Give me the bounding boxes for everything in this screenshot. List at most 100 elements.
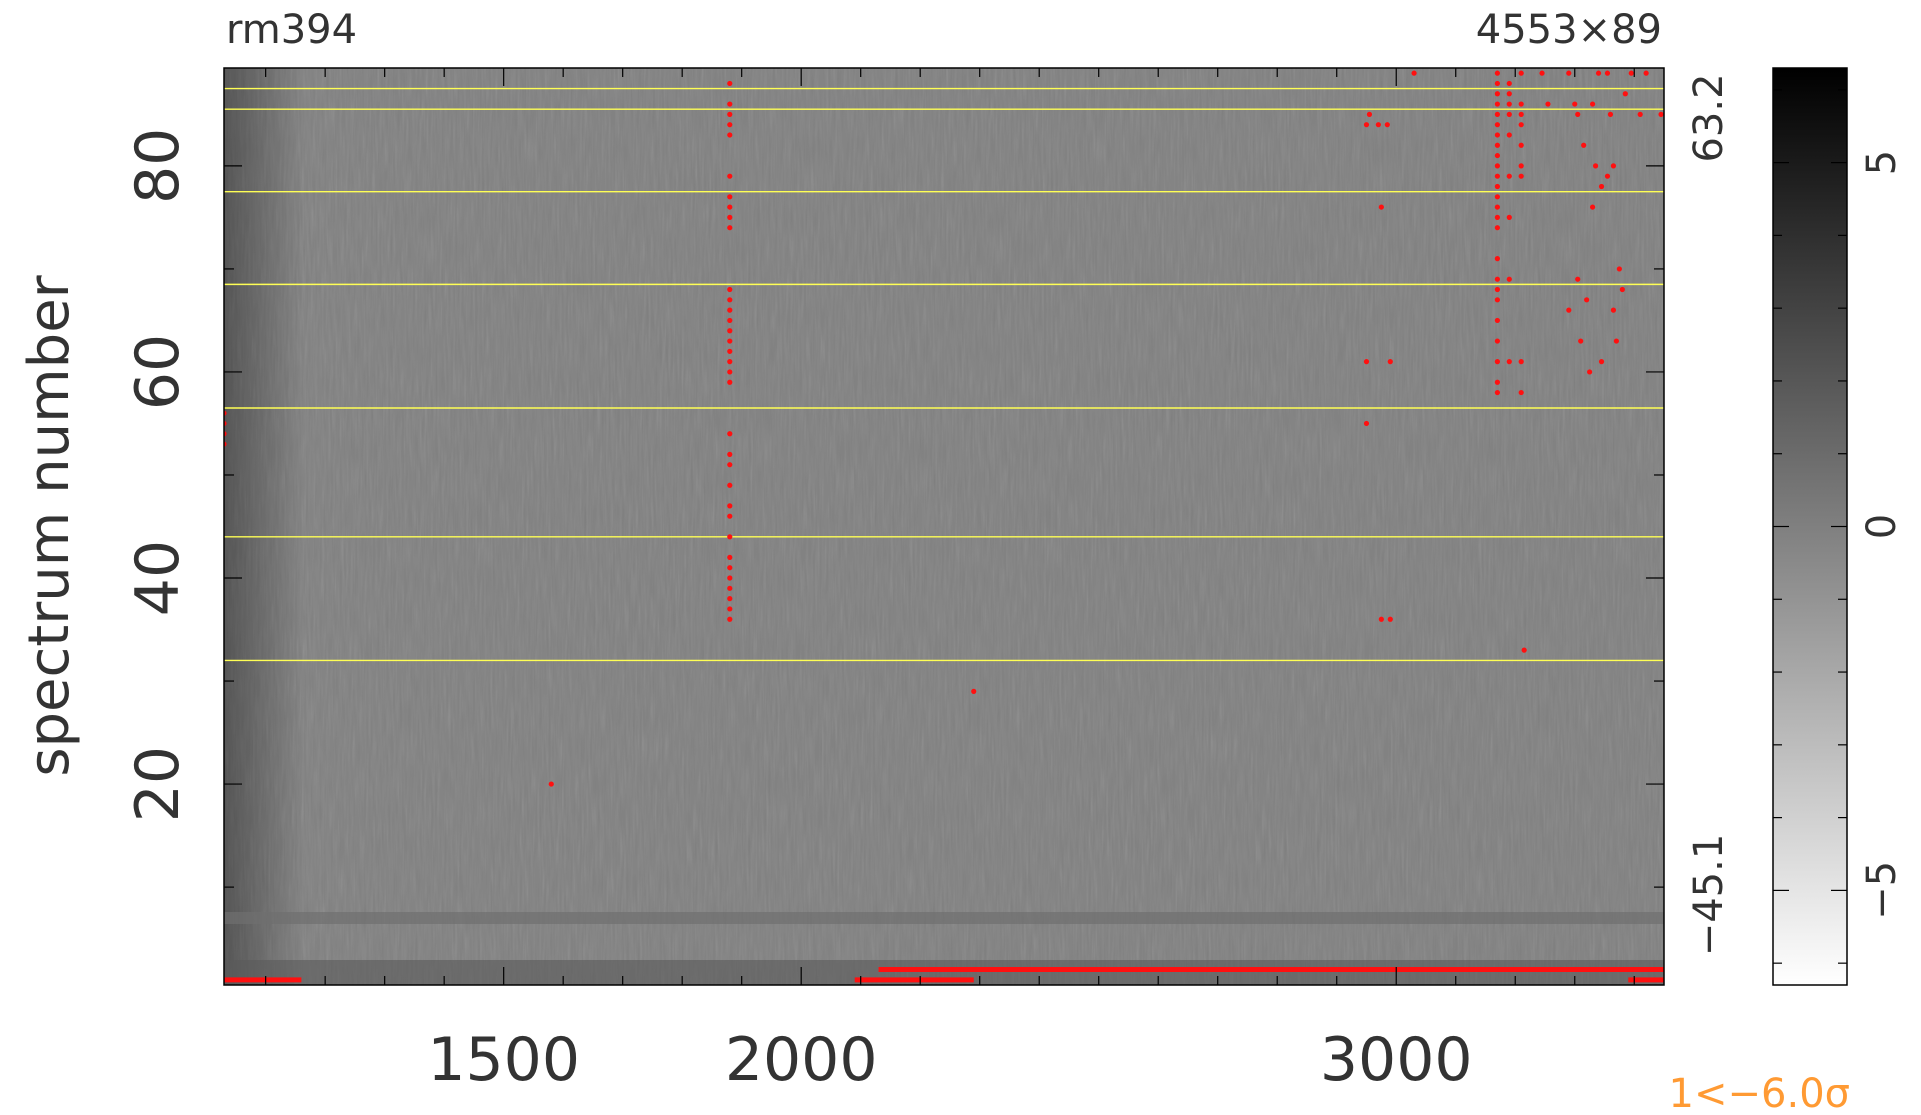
axis-ticks xyxy=(224,68,1664,985)
masked-pixel-marker xyxy=(1506,173,1512,179)
masked-pixel-marker xyxy=(1506,359,1512,365)
masked-pixel-marker xyxy=(1494,359,1500,365)
masked-pixel-marker xyxy=(1619,286,1625,293)
data-max-label: 63.2 xyxy=(1686,73,1732,162)
colorbar-tick-label: 0 xyxy=(1859,514,1905,539)
masked-pixel-marker xyxy=(1375,122,1381,128)
y-tick-label: 60 xyxy=(123,334,193,410)
masked-pixel-marker xyxy=(1494,225,1500,231)
masked-pixel-marker xyxy=(1363,122,1370,128)
x-tick-label: 1500 xyxy=(427,1025,580,1095)
masked-pixel-marker xyxy=(1363,359,1370,365)
masked-pixel-marker xyxy=(1494,194,1500,200)
masked-pixel-marker xyxy=(1494,276,1500,282)
x-tick-label: 2000 xyxy=(725,1025,878,1095)
masked-pixel-marker xyxy=(727,554,733,561)
masked-pixel-marker xyxy=(1575,111,1581,117)
masked-pixel-marker xyxy=(727,534,733,540)
masked-pixel-marker xyxy=(1637,111,1643,117)
masked-pixel-marker xyxy=(727,132,733,138)
masked-pixel-marker xyxy=(1384,122,1390,128)
masked-pixel-marker xyxy=(1411,70,1417,76)
masked-pixel-marker xyxy=(727,575,733,581)
masked-pixel-marker xyxy=(727,503,733,509)
masked-pixel-marker xyxy=(1494,389,1500,396)
masked-pixel-marker xyxy=(727,307,733,313)
masked-pixel-marker xyxy=(1494,173,1500,179)
masked-pixel-marker xyxy=(1598,359,1605,365)
masked-pixel-marker xyxy=(727,173,733,179)
masked-pixel-marker xyxy=(1387,359,1393,365)
masked-pixel-marker xyxy=(727,317,733,324)
masked-pixel-marker xyxy=(1566,307,1572,313)
masked-pixel-marker xyxy=(727,513,733,519)
masked-pixel-marker xyxy=(1494,297,1500,303)
masked-pixel-marker xyxy=(1539,70,1545,76)
x-tick-labels: 1500 2000 3000 xyxy=(427,1025,1472,1095)
masked-pixel-marker xyxy=(1494,214,1500,220)
masked-pixel-marker xyxy=(1545,101,1551,107)
y-tick-label: 80 xyxy=(123,128,193,204)
masked-pixel-marker xyxy=(727,297,733,303)
footnote-label: 1<−6.0σ xyxy=(1669,1071,1850,1115)
masked-pixel-marker xyxy=(1587,369,1593,375)
masked-pixel-marker xyxy=(1595,70,1602,76)
masked-pixel-marker xyxy=(727,451,733,457)
masked-pixel-marker xyxy=(1494,286,1500,293)
masked-pixel-marker xyxy=(1494,91,1500,97)
y-tick-labels: 20 40 60 80 xyxy=(123,128,193,823)
masked-pixel-marker xyxy=(1506,276,1512,282)
masked-pixel-marker xyxy=(727,565,733,571)
masked-pixel-marker xyxy=(727,111,733,117)
masked-pixel-marker xyxy=(1604,173,1611,179)
masked-pixel-marker xyxy=(727,225,733,231)
masked-pixel-marker xyxy=(1643,70,1649,76)
masked-pixel-marker xyxy=(727,338,733,344)
masked-pixel-marker xyxy=(1494,183,1500,190)
masked-pixel-marker xyxy=(548,781,554,787)
masked-pixel-marker xyxy=(727,585,733,591)
masked-pixel-marker xyxy=(1494,163,1500,169)
masked-pixel-marker xyxy=(1506,132,1512,138)
masked-pixel-marker xyxy=(727,359,733,365)
masked-pixel-marker xyxy=(1378,204,1384,210)
masked-pixel-marker xyxy=(1494,152,1500,159)
masked-pixel-marker xyxy=(1518,359,1524,365)
masked-pixel-marker xyxy=(1494,379,1500,385)
masked-pixel-marker xyxy=(1628,70,1634,76)
fiber-group-boundaries xyxy=(224,87,1664,662)
masked-pixel-marker xyxy=(1518,101,1524,107)
masked-pixel-marker xyxy=(727,348,733,354)
masked-pixel-marker xyxy=(1584,297,1590,303)
masked-pixel-marker xyxy=(1494,80,1500,87)
masked-pixel-marker xyxy=(1378,616,1384,622)
chart-title-right: 4553×89 xyxy=(1476,7,1662,53)
masked-pixel-marker xyxy=(727,596,733,602)
masked-pixel-marker xyxy=(1494,70,1500,76)
masked-pixel-marker xyxy=(1575,276,1581,282)
masked-pixel-marker xyxy=(727,379,733,385)
masked-pixel-marker xyxy=(1494,132,1500,138)
masked-pixel-marker xyxy=(1589,204,1596,210)
x-tick-label: 3000 xyxy=(1320,1025,1473,1095)
colorbar-tick-label: −5 xyxy=(1859,861,1905,920)
masked-pixel-marker xyxy=(1506,80,1512,87)
masked-pixel-marker xyxy=(727,616,733,622)
y-tick-label: 20 xyxy=(123,746,193,822)
masked-pixel-marker xyxy=(1622,91,1628,97)
masked-pixel-marker xyxy=(1581,142,1587,148)
masked-pixel-marker xyxy=(1506,101,1512,107)
masked-pixel-marker xyxy=(1494,111,1500,117)
masked-pixel-marker xyxy=(1518,173,1524,179)
masked-pixel-marker xyxy=(1518,163,1524,169)
masked-pixel-marker xyxy=(1518,111,1524,117)
masked-pixel-marker xyxy=(727,369,733,375)
y-axis-label: spectrum number xyxy=(17,274,82,776)
masked-pixel-marker xyxy=(727,286,733,293)
masked-pixel-marker xyxy=(1494,101,1500,107)
plot-frame xyxy=(223,67,1665,986)
masked-pixel-marker xyxy=(1506,214,1512,220)
masked-pixel-marker xyxy=(727,606,733,612)
masked-pixel-marker xyxy=(1363,420,1370,427)
